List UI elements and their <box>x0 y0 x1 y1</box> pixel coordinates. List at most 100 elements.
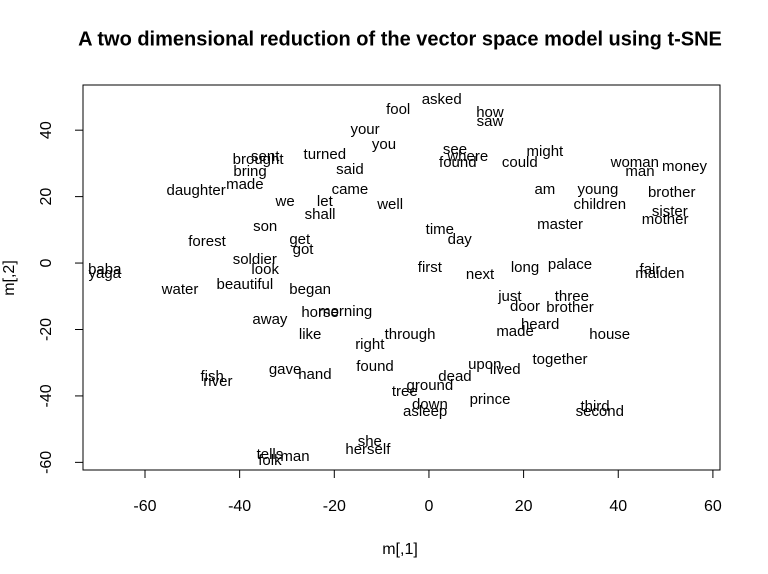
word-point: get <box>289 231 311 248</box>
word-point: man <box>625 163 654 180</box>
word-point: folk <box>258 452 282 469</box>
word-point: could <box>502 154 538 171</box>
word-point: began <box>289 281 331 298</box>
y-axis-label: m[,2] <box>1 260 18 296</box>
word-point: look <box>251 261 279 278</box>
word-point: we <box>274 193 294 210</box>
word-point: yaga <box>89 265 122 282</box>
word-point: found <box>356 358 394 375</box>
y-tick-label: -60 <box>38 451 55 474</box>
x-tick-label: 40 <box>609 498 627 515</box>
word-point: long <box>511 259 539 276</box>
word-point: first <box>418 259 443 276</box>
y-tick-label: 20 <box>38 188 55 206</box>
x-tick-label: -60 <box>133 498 156 515</box>
word-point: asleep <box>403 403 447 420</box>
word-point: dead <box>438 368 471 385</box>
word-point: you <box>372 136 396 153</box>
word-point: river <box>203 373 232 390</box>
y-tick-label: -40 <box>38 384 55 407</box>
word-point: palace <box>548 256 592 273</box>
word-point: horse <box>301 304 339 321</box>
word-point: made <box>226 176 264 193</box>
word-point: turned <box>304 146 347 163</box>
word-point: woman <box>610 154 659 171</box>
word-point: master <box>537 216 583 233</box>
word-point: saw <box>477 113 504 130</box>
word-point: herself <box>345 441 391 458</box>
word-point: came <box>332 181 369 198</box>
word-point: house <box>589 326 630 343</box>
word-point: maiden <box>635 265 684 282</box>
word-point: where <box>446 148 488 165</box>
word-point: brother <box>648 184 696 201</box>
word-point: tells <box>257 446 284 463</box>
word-point: three <box>555 288 589 305</box>
word-point: down <box>412 396 448 413</box>
word-point: sent <box>251 148 280 165</box>
chart-title: A two dimensional reduction of the vecto… <box>78 28 722 50</box>
word-point: fair <box>640 261 661 278</box>
word-point: fish <box>201 368 224 385</box>
word-point: might <box>527 143 565 160</box>
word-point: time <box>426 221 454 238</box>
word-point: lived <box>490 361 521 378</box>
word-point: how <box>476 104 504 121</box>
word-point: hand <box>298 366 331 383</box>
word-point: shall <box>305 206 336 223</box>
word-point: man <box>280 448 309 465</box>
plot-frame <box>82 84 721 471</box>
word-point: she <box>358 433 382 450</box>
word-point: ground <box>407 377 454 394</box>
x-axis-label: m[,1] <box>382 541 418 558</box>
word-point: like <box>299 326 322 343</box>
word-point: soldier <box>233 251 277 268</box>
word-point: daughter <box>166 182 225 199</box>
x-tick-label: -20 <box>323 498 346 515</box>
word-point: sister <box>652 203 688 220</box>
word-point: gave <box>269 361 302 378</box>
word-point: money <box>662 158 708 175</box>
word-point: children <box>574 196 627 213</box>
word-point: door <box>510 298 540 315</box>
word-point: forest <box>188 233 226 250</box>
word-point: made <box>496 323 534 340</box>
x-tick-label: 60 <box>704 498 722 515</box>
word-point: got <box>293 241 315 258</box>
word-point: upon <box>468 356 501 373</box>
word-point: away <box>252 311 288 328</box>
word-point: just <box>497 288 522 305</box>
word-point: see <box>443 141 467 158</box>
word-point: beautiful <box>216 276 273 293</box>
word-point: third <box>580 398 609 415</box>
word-point: heard <box>521 316 559 333</box>
word-point: brother <box>546 299 594 316</box>
word-point: fool <box>386 101 410 118</box>
y-tick-label: 0 <box>38 259 55 268</box>
word-point: young <box>577 181 618 198</box>
word-point: water <box>161 281 199 298</box>
x-tick-label: 20 <box>515 498 533 515</box>
word-point: said <box>336 161 364 178</box>
word-point: baba <box>88 261 122 278</box>
y-tick-label: 40 <box>38 121 55 139</box>
word-point: next <box>466 266 495 283</box>
word-point: bring <box>233 163 266 180</box>
word-point: your <box>350 121 379 138</box>
word-point: let <box>317 193 334 210</box>
word-point: well <box>376 196 403 213</box>
word-point: together <box>533 351 588 368</box>
word-point: day <box>448 231 473 248</box>
word-point: asked <box>422 91 462 108</box>
word-point: mother <box>642 211 689 228</box>
word-point: right <box>355 336 385 353</box>
word-point: am <box>534 181 555 198</box>
y-tick-label: -20 <box>38 318 55 341</box>
word-point: brought <box>233 151 285 168</box>
word-point: son <box>253 218 277 235</box>
word-point: through <box>385 326 436 343</box>
word-point: found <box>439 154 477 171</box>
word-point: second <box>576 403 624 420</box>
word-point: tree <box>392 383 418 400</box>
